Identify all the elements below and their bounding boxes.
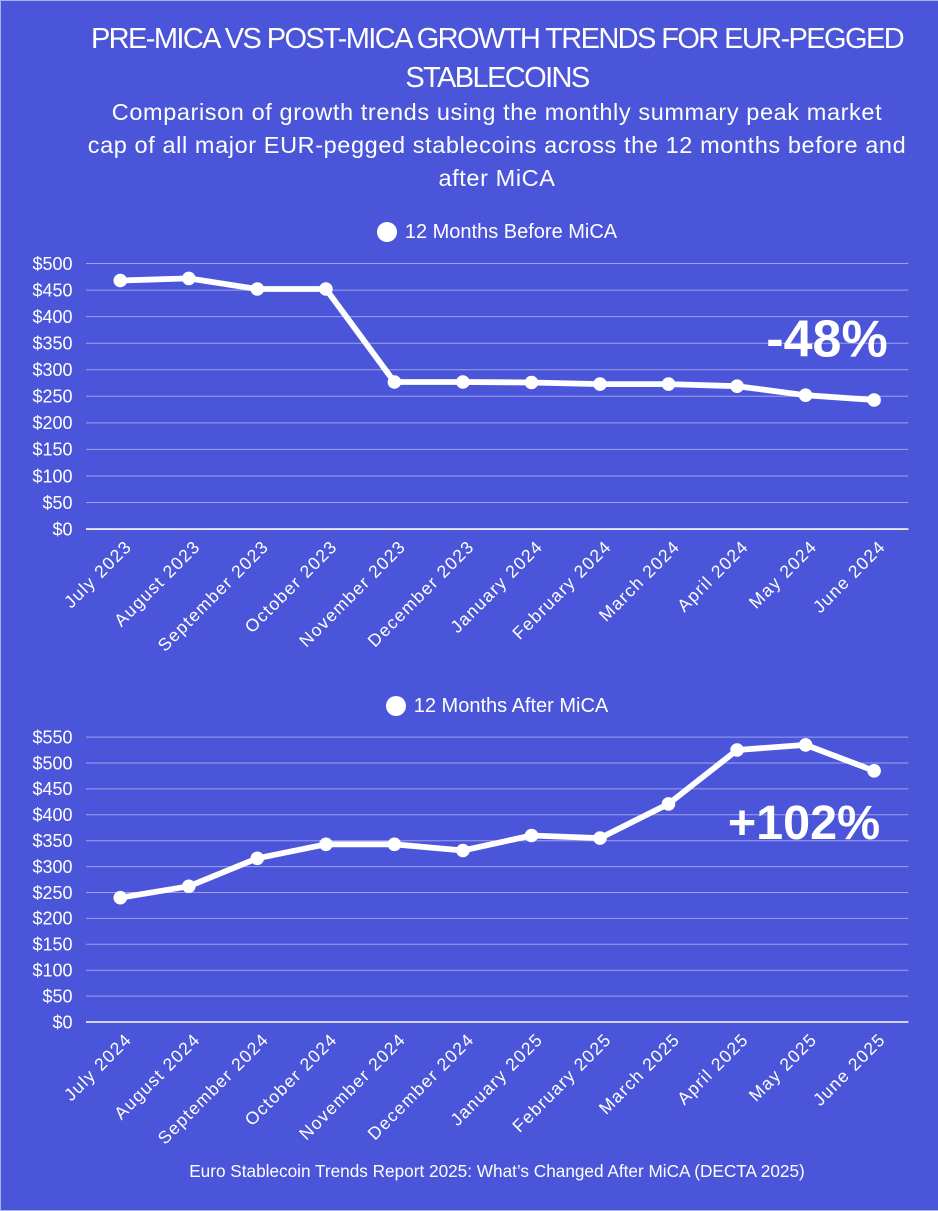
svg-text:$400: $400: [32, 805, 72, 825]
svg-text:$100: $100: [32, 466, 72, 486]
svg-text:$300: $300: [32, 857, 72, 877]
svg-text:$50: $50: [42, 986, 72, 1006]
svg-text:$150: $150: [32, 935, 72, 955]
svg-text:$300: $300: [32, 360, 72, 380]
svg-text:$200: $200: [32, 909, 72, 929]
svg-text:$150: $150: [32, 440, 72, 460]
svg-text:April 2024: April 2024: [673, 536, 752, 615]
svg-text:$100: $100: [32, 961, 72, 981]
svg-text:$550: $550: [32, 727, 72, 747]
svg-text:-48%: -48%: [766, 311, 887, 369]
svg-text:June 2025: June 2025: [809, 1029, 890, 1110]
svg-text:$0: $0: [52, 1012, 72, 1032]
svg-text:$450: $450: [32, 779, 72, 799]
svg-text:$350: $350: [32, 334, 72, 354]
svg-text:$200: $200: [32, 413, 72, 433]
svg-text:$500: $500: [32, 254, 72, 274]
svg-text:April 2025: April 2025: [673, 1029, 752, 1108]
svg-text:June 2024: June 2024: [809, 536, 890, 617]
svg-text:$50: $50: [42, 493, 72, 513]
svg-text:$500: $500: [32, 753, 72, 773]
svg-text:$0: $0: [52, 519, 72, 539]
svg-text:$250: $250: [32, 883, 72, 903]
svg-text:$350: $350: [32, 831, 72, 851]
svg-text:$250: $250: [32, 387, 72, 407]
svg-text:$400: $400: [32, 307, 72, 327]
svg-text:+102%: +102%: [728, 796, 880, 850]
svg-text:$450: $450: [32, 280, 72, 300]
